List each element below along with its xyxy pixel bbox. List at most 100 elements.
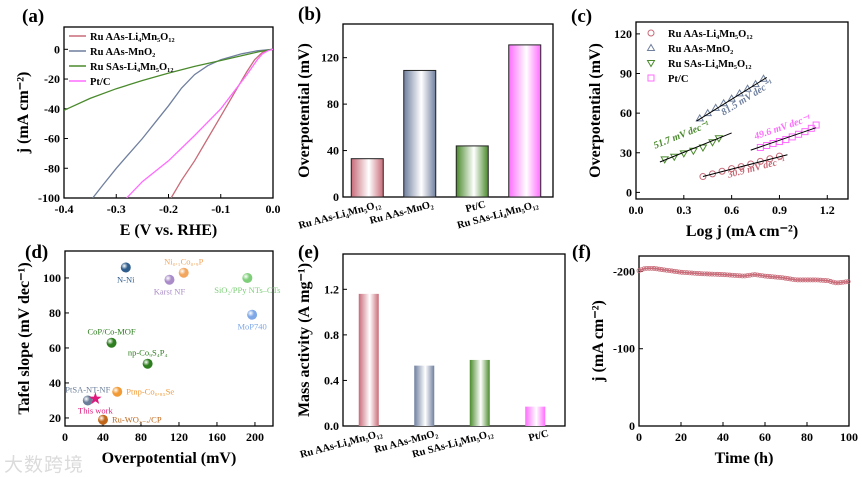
data-point <box>782 275 788 281</box>
y-tick-label: 0.4 <box>324 373 339 387</box>
data-point <box>654 266 660 272</box>
data-point <box>750 272 755 278</box>
data-point <box>823 278 828 283</box>
panel-label: (f) <box>572 242 591 263</box>
data-point <box>711 103 721 111</box>
legend-marker <box>646 60 656 68</box>
x-tick-label: -0.4 <box>55 202 74 216</box>
data-point <box>694 271 700 276</box>
x-tick-label: -0.2 <box>159 202 178 216</box>
star-marker <box>89 392 102 404</box>
data-point <box>689 270 695 276</box>
panel-label: (d) <box>25 242 48 263</box>
data-point <box>702 271 707 277</box>
series-line <box>170 48 273 198</box>
y-tick-label: 0 <box>54 42 60 56</box>
x-tick-label: 100 <box>840 430 858 444</box>
x-tick-label: 80 <box>801 430 813 444</box>
y-tick-label: 20 <box>49 411 61 425</box>
bar <box>358 293 379 426</box>
point-label: Ru-WO₃₋ₓ/CP <box>112 415 162 425</box>
data-point <box>838 280 843 285</box>
x-tick-label: 120 <box>170 430 188 444</box>
data-point <box>797 277 803 283</box>
x-tick-label: 0.3 <box>676 203 691 217</box>
data-point <box>830 279 836 285</box>
legend-label: Ru SAs-Li₄Mn₅O₁₂ <box>668 59 751 70</box>
data-point <box>724 272 730 278</box>
x-axis-label: E (V vs. RHE) <box>120 222 218 239</box>
panel-d: (d) 20 40 60 80 100 0 40 80 120 160 200 Overpotentia… <box>16 242 280 467</box>
data-point <box>164 274 175 285</box>
y-tick-label: -200 <box>613 264 635 278</box>
data-point <box>178 267 189 278</box>
y-tick-label: 0 <box>626 185 632 199</box>
data-point <box>807 277 813 283</box>
data-point <box>659 267 665 272</box>
data-point <box>765 273 770 279</box>
x-tick-label: 160 <box>208 430 226 444</box>
data-point <box>787 276 793 282</box>
slope-label: 51.7 mV dec⁻¹ <box>652 119 711 151</box>
point-label: PtSA-NT-NF <box>65 384 110 394</box>
data-point <box>818 277 823 283</box>
x-tick-label: 0.6 <box>724 203 739 217</box>
x-tick-label: 40 <box>97 430 109 444</box>
y-tick-label: -100 <box>38 191 60 205</box>
y-tick-label: 0.0 <box>324 419 339 433</box>
data-point <box>639 267 644 273</box>
y-tick-label: 60 <box>620 106 632 120</box>
data-point <box>780 275 786 281</box>
legend-label: Ru AAs-Li₄Mn₅O₁₂ <box>668 29 753 40</box>
data-point <box>795 277 801 283</box>
data-point <box>825 278 831 284</box>
y-axis-label: Overpotential (mV) <box>587 43 604 178</box>
plot-frame <box>342 23 554 198</box>
panel-f: (f) 0 -100 -200 0 20 40 60 80 100 Time (h) j (mA cm… <box>572 242 858 467</box>
y-tick-label: 100 <box>43 271 61 285</box>
data-point <box>785 276 791 281</box>
x-tick-label: 1.2 <box>820 203 835 217</box>
data-point <box>828 279 833 284</box>
data-point <box>636 268 642 274</box>
data-point <box>142 358 153 369</box>
data-point <box>247 309 258 320</box>
y-tick-label: -80 <box>44 161 60 175</box>
data-point <box>669 268 675 274</box>
legend-label: Ru AAs-MnO₂ <box>668 44 733 55</box>
data-point <box>777 275 783 280</box>
data-point <box>681 270 687 275</box>
bar <box>455 145 489 198</box>
bar <box>525 406 546 426</box>
bar <box>414 365 435 426</box>
x-tick-label: 40 <box>717 430 729 444</box>
x-tick-label: 60 <box>759 430 771 444</box>
data-point <box>82 395 93 406</box>
data-point <box>742 273 748 279</box>
data-point <box>97 414 108 425</box>
data-point <box>762 273 768 279</box>
y-tick-label: 1.2 <box>324 282 339 296</box>
fit-line <box>702 154 788 178</box>
bar <box>403 69 437 198</box>
y-tick-label: 30 <box>620 146 632 160</box>
y-axis-label: Mass activity (A mg⁻¹) <box>296 263 313 417</box>
data-point <box>709 170 717 178</box>
y-tick-label: 120 <box>614 27 632 41</box>
y-axis-label: Overpotential (mV) <box>296 43 313 178</box>
panel-label: (a) <box>22 6 44 27</box>
data-point <box>770 274 775 280</box>
y-axis-label: j (mA cm⁻²) <box>15 72 32 155</box>
y-tick-label: 0 <box>333 190 339 204</box>
bar <box>508 44 542 198</box>
plot-frame <box>64 250 274 427</box>
legend-label: Pt/C <box>90 77 110 88</box>
y-tick-label: 90 <box>620 67 632 81</box>
point-label: MoP740 <box>237 322 266 332</box>
y-tick-label: 0 <box>629 419 635 433</box>
legend-label: Ru AAs-MnO₂ <box>90 47 155 58</box>
data-point <box>772 274 778 280</box>
legend-marker <box>647 74 655 82</box>
data-point <box>679 150 689 158</box>
y-tick-label: -100 <box>613 342 635 356</box>
